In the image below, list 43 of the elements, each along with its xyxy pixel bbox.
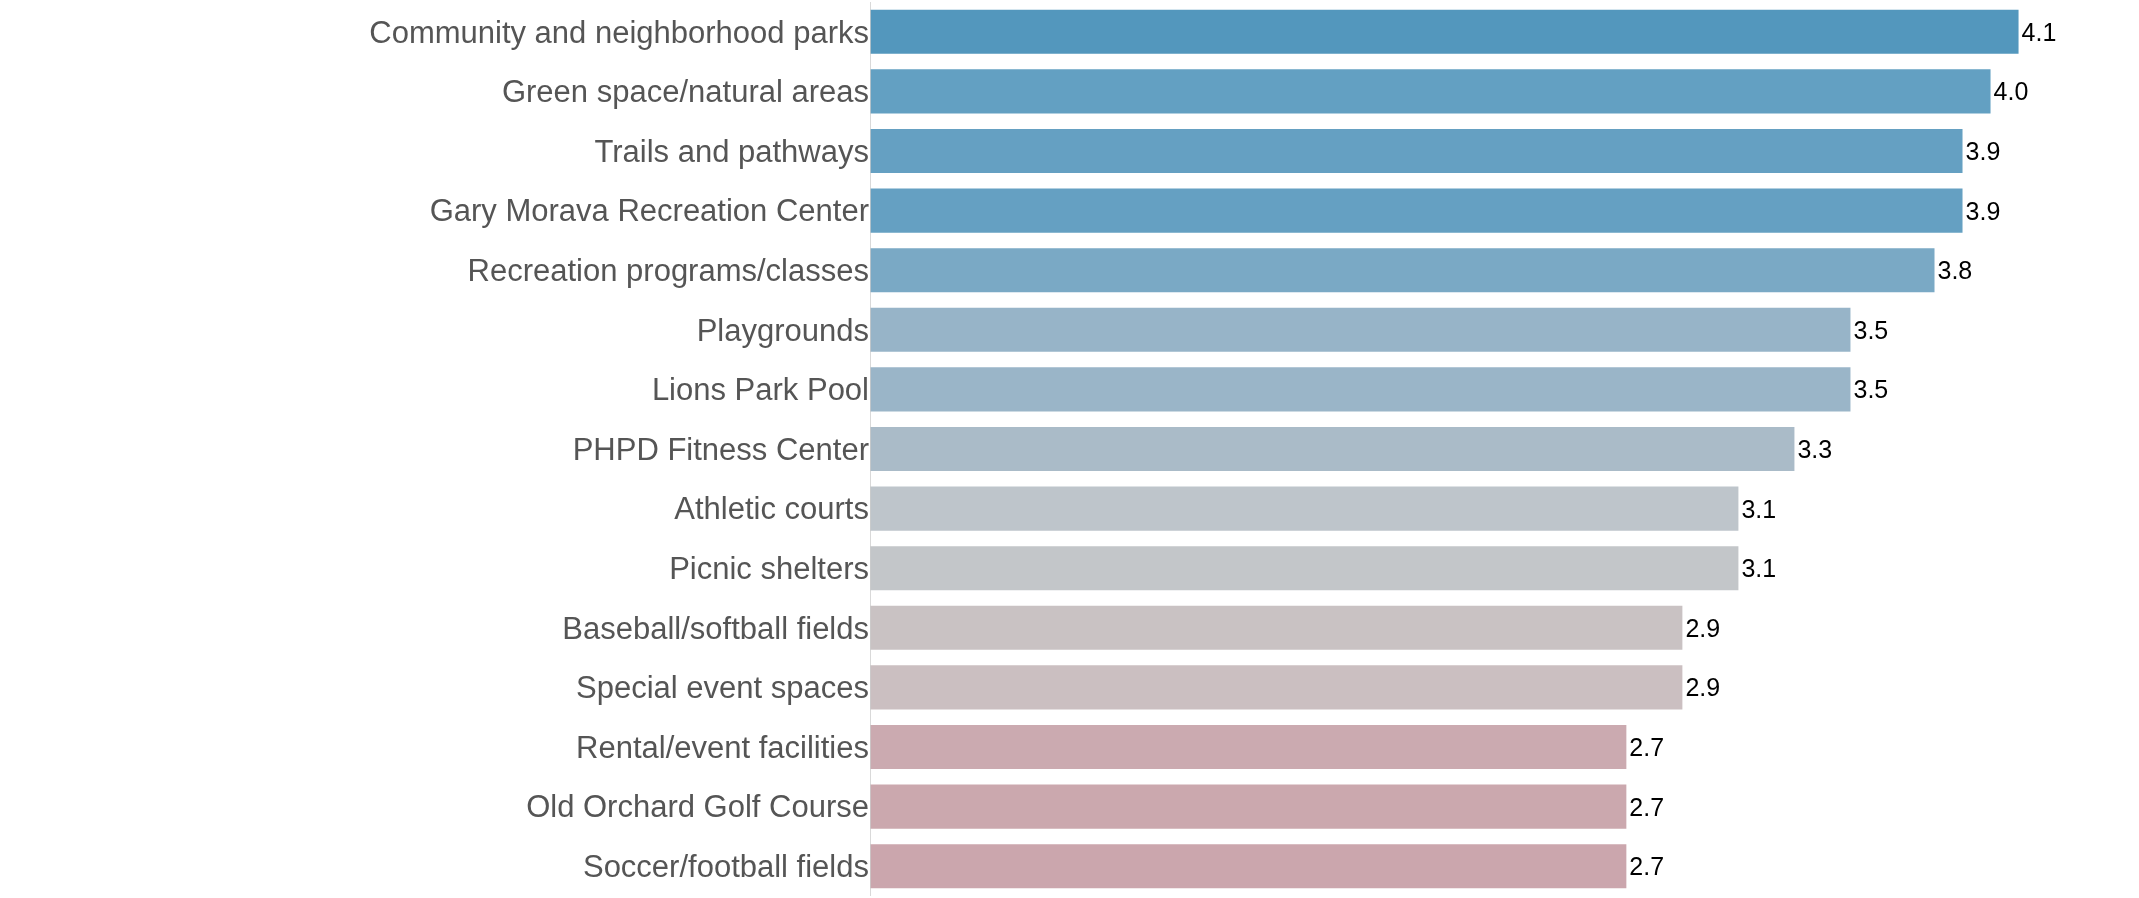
data-label: 3.9 (1965, 137, 2001, 165)
y-tick-label: Baseball/softball fields (562, 610, 869, 646)
data-label: 3.5 (1853, 375, 1889, 404)
bar (870, 307, 1851, 352)
y-tick-label: Soccer/football fields (582, 849, 869, 885)
data-label: 4.0 (1993, 77, 2029, 106)
bar (870, 128, 1963, 174)
data-label: 2.9 (1685, 613, 1721, 642)
data-label: 3.1 (1741, 494, 1777, 523)
data-label: 2.7 (1629, 852, 1665, 881)
y-tick-label: Rental/event facilities (576, 729, 869, 765)
data-label: 2.7 (1629, 733, 1665, 761)
y-tick-label: Gary Morava Recreation Center (429, 193, 869, 229)
bar (870, 486, 1739, 531)
bar (870, 9, 2019, 54)
y-tick-label: Lions Park Pool (651, 372, 869, 408)
bar (870, 69, 1991, 114)
y-tick-label: Athletic courts (674, 491, 869, 527)
data-label: 3.5 (1853, 315, 1889, 344)
data-label: 4.1 (2021, 17, 2057, 46)
y-tick-label: Green space/natural areas (501, 74, 869, 110)
y-tick-label: Old Orchard Golf Course (526, 789, 869, 825)
y-tick-label: Special event spaces (576, 670, 869, 706)
bar (870, 784, 1627, 829)
data-label: 3.9 (1965, 196, 2001, 225)
data-label: 3.1 (1741, 554, 1777, 583)
bar (870, 724, 1627, 770)
y-tick-label: Recreation programs/classes (467, 253, 869, 289)
bar (870, 188, 1963, 233)
data-label: 2.7 (1629, 792, 1665, 821)
y-tick-label: Community and neighborhood parks (369, 14, 869, 50)
bar (870, 426, 1795, 472)
data-label: 3.8 (1937, 256, 1973, 285)
y-tick-label: Trails and pathways (594, 133, 869, 169)
bar (870, 367, 1851, 412)
bar (870, 844, 1627, 889)
data-label: 2.9 (1685, 673, 1721, 702)
data-label: 3.3 (1797, 435, 1833, 463)
bar (870, 248, 1935, 293)
y-tick-label: Picnic shelters (669, 551, 869, 587)
bar (870, 665, 1683, 710)
y-tick-label: PHPD Fitness Center (572, 431, 869, 467)
y-tick-label: Playgrounds (696, 312, 869, 348)
